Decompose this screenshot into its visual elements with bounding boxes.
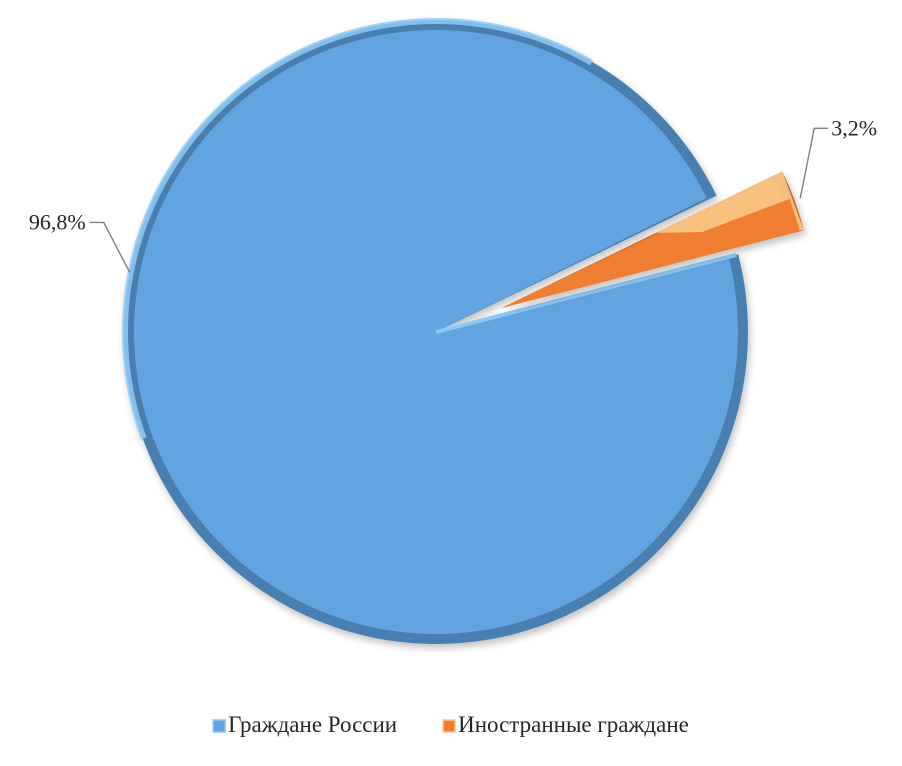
pie-slice-russian-citizens <box>122 18 749 645</box>
legend-swatch <box>442 719 456 733</box>
legend-label: Иностранные граждане <box>458 712 689 737</box>
legend-label: Граждане России <box>228 712 397 737</box>
leader-line-russian-citizens <box>89 221 131 273</box>
data-labels-layer: 96,8% 3,2% <box>29 115 877 273</box>
legend-item-russian-citizens: Граждане России <box>212 712 397 737</box>
legend: Граждане России Иностранные граждане <box>212 712 689 737</box>
data-label-russian-citizens: 96,8% <box>29 209 86 234</box>
pie-slice-foreign-citizens <box>501 171 804 308</box>
leader-line-foreign-citizens <box>799 127 829 199</box>
legend-item-foreign-citizens: Иностранные граждане <box>442 712 689 737</box>
slices-layer <box>122 18 804 645</box>
slice-edge-highlight <box>435 252 737 334</box>
legend-swatch <box>212 719 226 733</box>
slice-body <box>501 198 801 308</box>
data-label-foreign-citizens: 3,2% <box>831 115 877 140</box>
slice-highlight <box>122 18 593 440</box>
